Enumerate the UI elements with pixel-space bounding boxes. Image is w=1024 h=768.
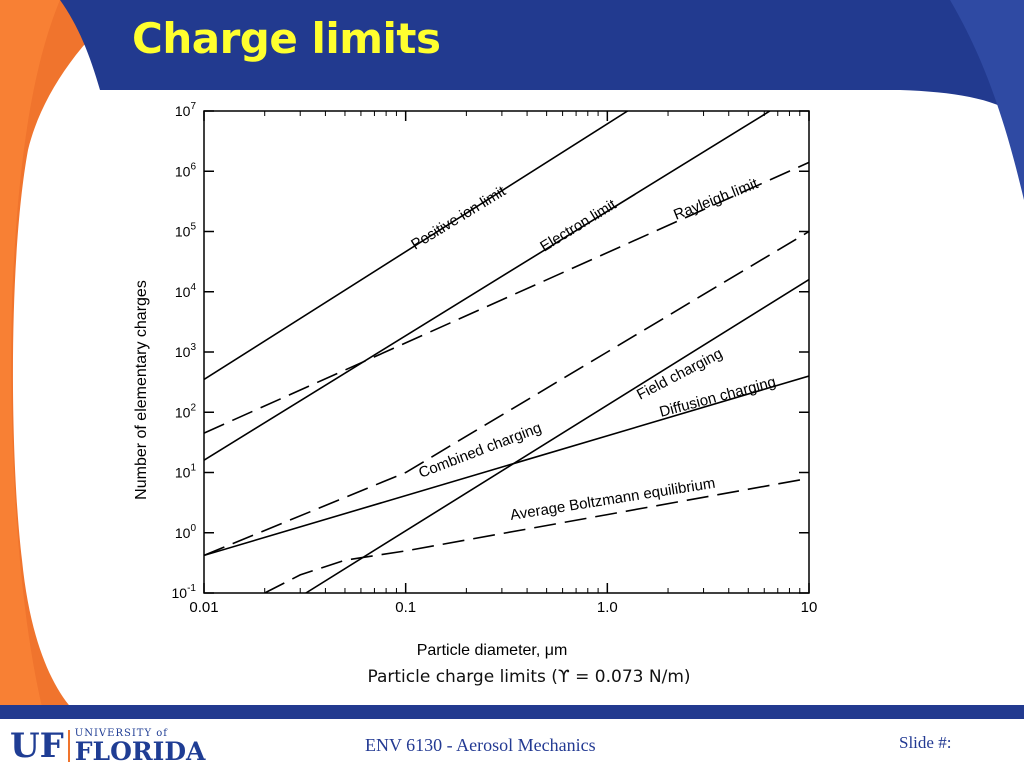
x-tick-label: 1.0 bbox=[597, 599, 618, 616]
series-line-average-boltzmann-equilibrium bbox=[264, 477, 809, 593]
figure-caption: Particle charge limits (ϒ = 0.073 N/m) bbox=[367, 667, 691, 687]
logo-uf-mark: UF bbox=[10, 726, 64, 766]
logo-university-of: UNIVERSITY of bbox=[74, 727, 168, 739]
y-tick-label: 106 bbox=[175, 161, 197, 179]
logo-wordmark: UNIVERSITY of FLORIDA bbox=[74, 727, 206, 766]
course-name: ENV 6130 - Aerosol Mechanics bbox=[365, 735, 596, 755]
series-label-positive-ion-limit: Positive ion limit bbox=[408, 182, 509, 253]
slide-title: Charge limits bbox=[132, 14, 441, 63]
series-line-combined-charging bbox=[204, 230, 809, 557]
x-tick-label: 0.1 bbox=[395, 599, 416, 616]
y-tick-label: 102 bbox=[175, 402, 197, 420]
y-tick-label: 101 bbox=[175, 463, 197, 481]
series-label-rayleigh-limit: Rayleigh limit bbox=[671, 175, 761, 224]
series-label-electron-limit: Electron limit bbox=[537, 196, 620, 256]
series-line-electron-limit bbox=[204, 111, 771, 461]
x-tick-label: 0.01 bbox=[189, 599, 218, 616]
y-axis-label: Number of elementary charges bbox=[133, 280, 150, 500]
series-lines bbox=[204, 111, 809, 593]
axes: 0.01 0.1 1.0 10 10-1 100 101 102 103 104 105 106 107 bbox=[172, 101, 818, 616]
series-line-field-charging bbox=[305, 278, 809, 593]
y-tick-label: 10-1 bbox=[172, 583, 197, 601]
uf-logo: UF UNIVERSITY of FLORIDA bbox=[10, 728, 205, 764]
footer-bar bbox=[0, 705, 1024, 719]
charge-limits-chart: 0.01 0.1 1.0 10 10-1 100 101 102 103 104 105 106 107… bbox=[133, 101, 818, 659]
series-line-diffusion-charging bbox=[204, 375, 809, 557]
logo-florida: FLORIDA bbox=[74, 736, 206, 766]
series-line-rayleigh-limit bbox=[204, 161, 809, 434]
logo-divider bbox=[67, 730, 70, 762]
y-tick-label: 105 bbox=[175, 222, 197, 240]
x-tick-label: 10 bbox=[801, 599, 818, 616]
y-tick-label: 107 bbox=[175, 101, 197, 119]
x-axis-label: Particle diameter, μm bbox=[417, 642, 568, 659]
series-line-positive-ion-limit bbox=[204, 111, 629, 381]
slide-number-label: Slide #: bbox=[899, 733, 952, 752]
series-label-combined-charging: Combined charging bbox=[416, 419, 544, 481]
y-tick-label: 100 bbox=[175, 523, 197, 541]
y-tick-label: 103 bbox=[175, 342, 197, 360]
y-tick-label: 104 bbox=[175, 282, 197, 300]
series-label-average-boltzmann-equilibrium: Average Boltzmann equilibrium bbox=[509, 475, 716, 524]
